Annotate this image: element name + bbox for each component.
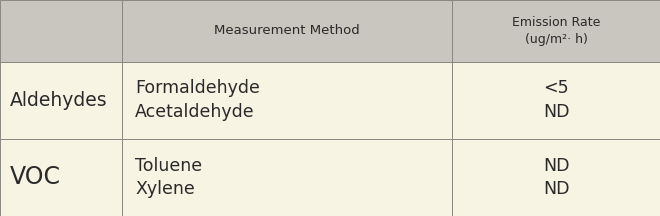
Bar (452, 0, 660, 62)
Text: Formaldehyde
Acetaldehyde: Formaldehyde Acetaldehyde (135, 79, 260, 121)
Bar (0, 62, 122, 139)
Text: Aldehydes: Aldehydes (10, 91, 108, 110)
Bar (0, 139, 122, 216)
Text: VOC: VOC (10, 165, 61, 189)
Text: Emission Rate
(ug/m²· h): Emission Rate (ug/m²· h) (512, 16, 600, 46)
Bar (0, 0, 122, 62)
Text: ND
ND: ND ND (543, 157, 570, 198)
Text: <5
ND: <5 ND (543, 79, 570, 121)
Bar (452, 62, 660, 139)
Bar (452, 139, 660, 216)
Bar (122, 139, 452, 216)
Bar (122, 62, 452, 139)
Text: Measurement Method: Measurement Method (214, 24, 360, 37)
Text: Toluene
Xylene: Toluene Xylene (135, 157, 203, 198)
Bar (122, 0, 452, 62)
